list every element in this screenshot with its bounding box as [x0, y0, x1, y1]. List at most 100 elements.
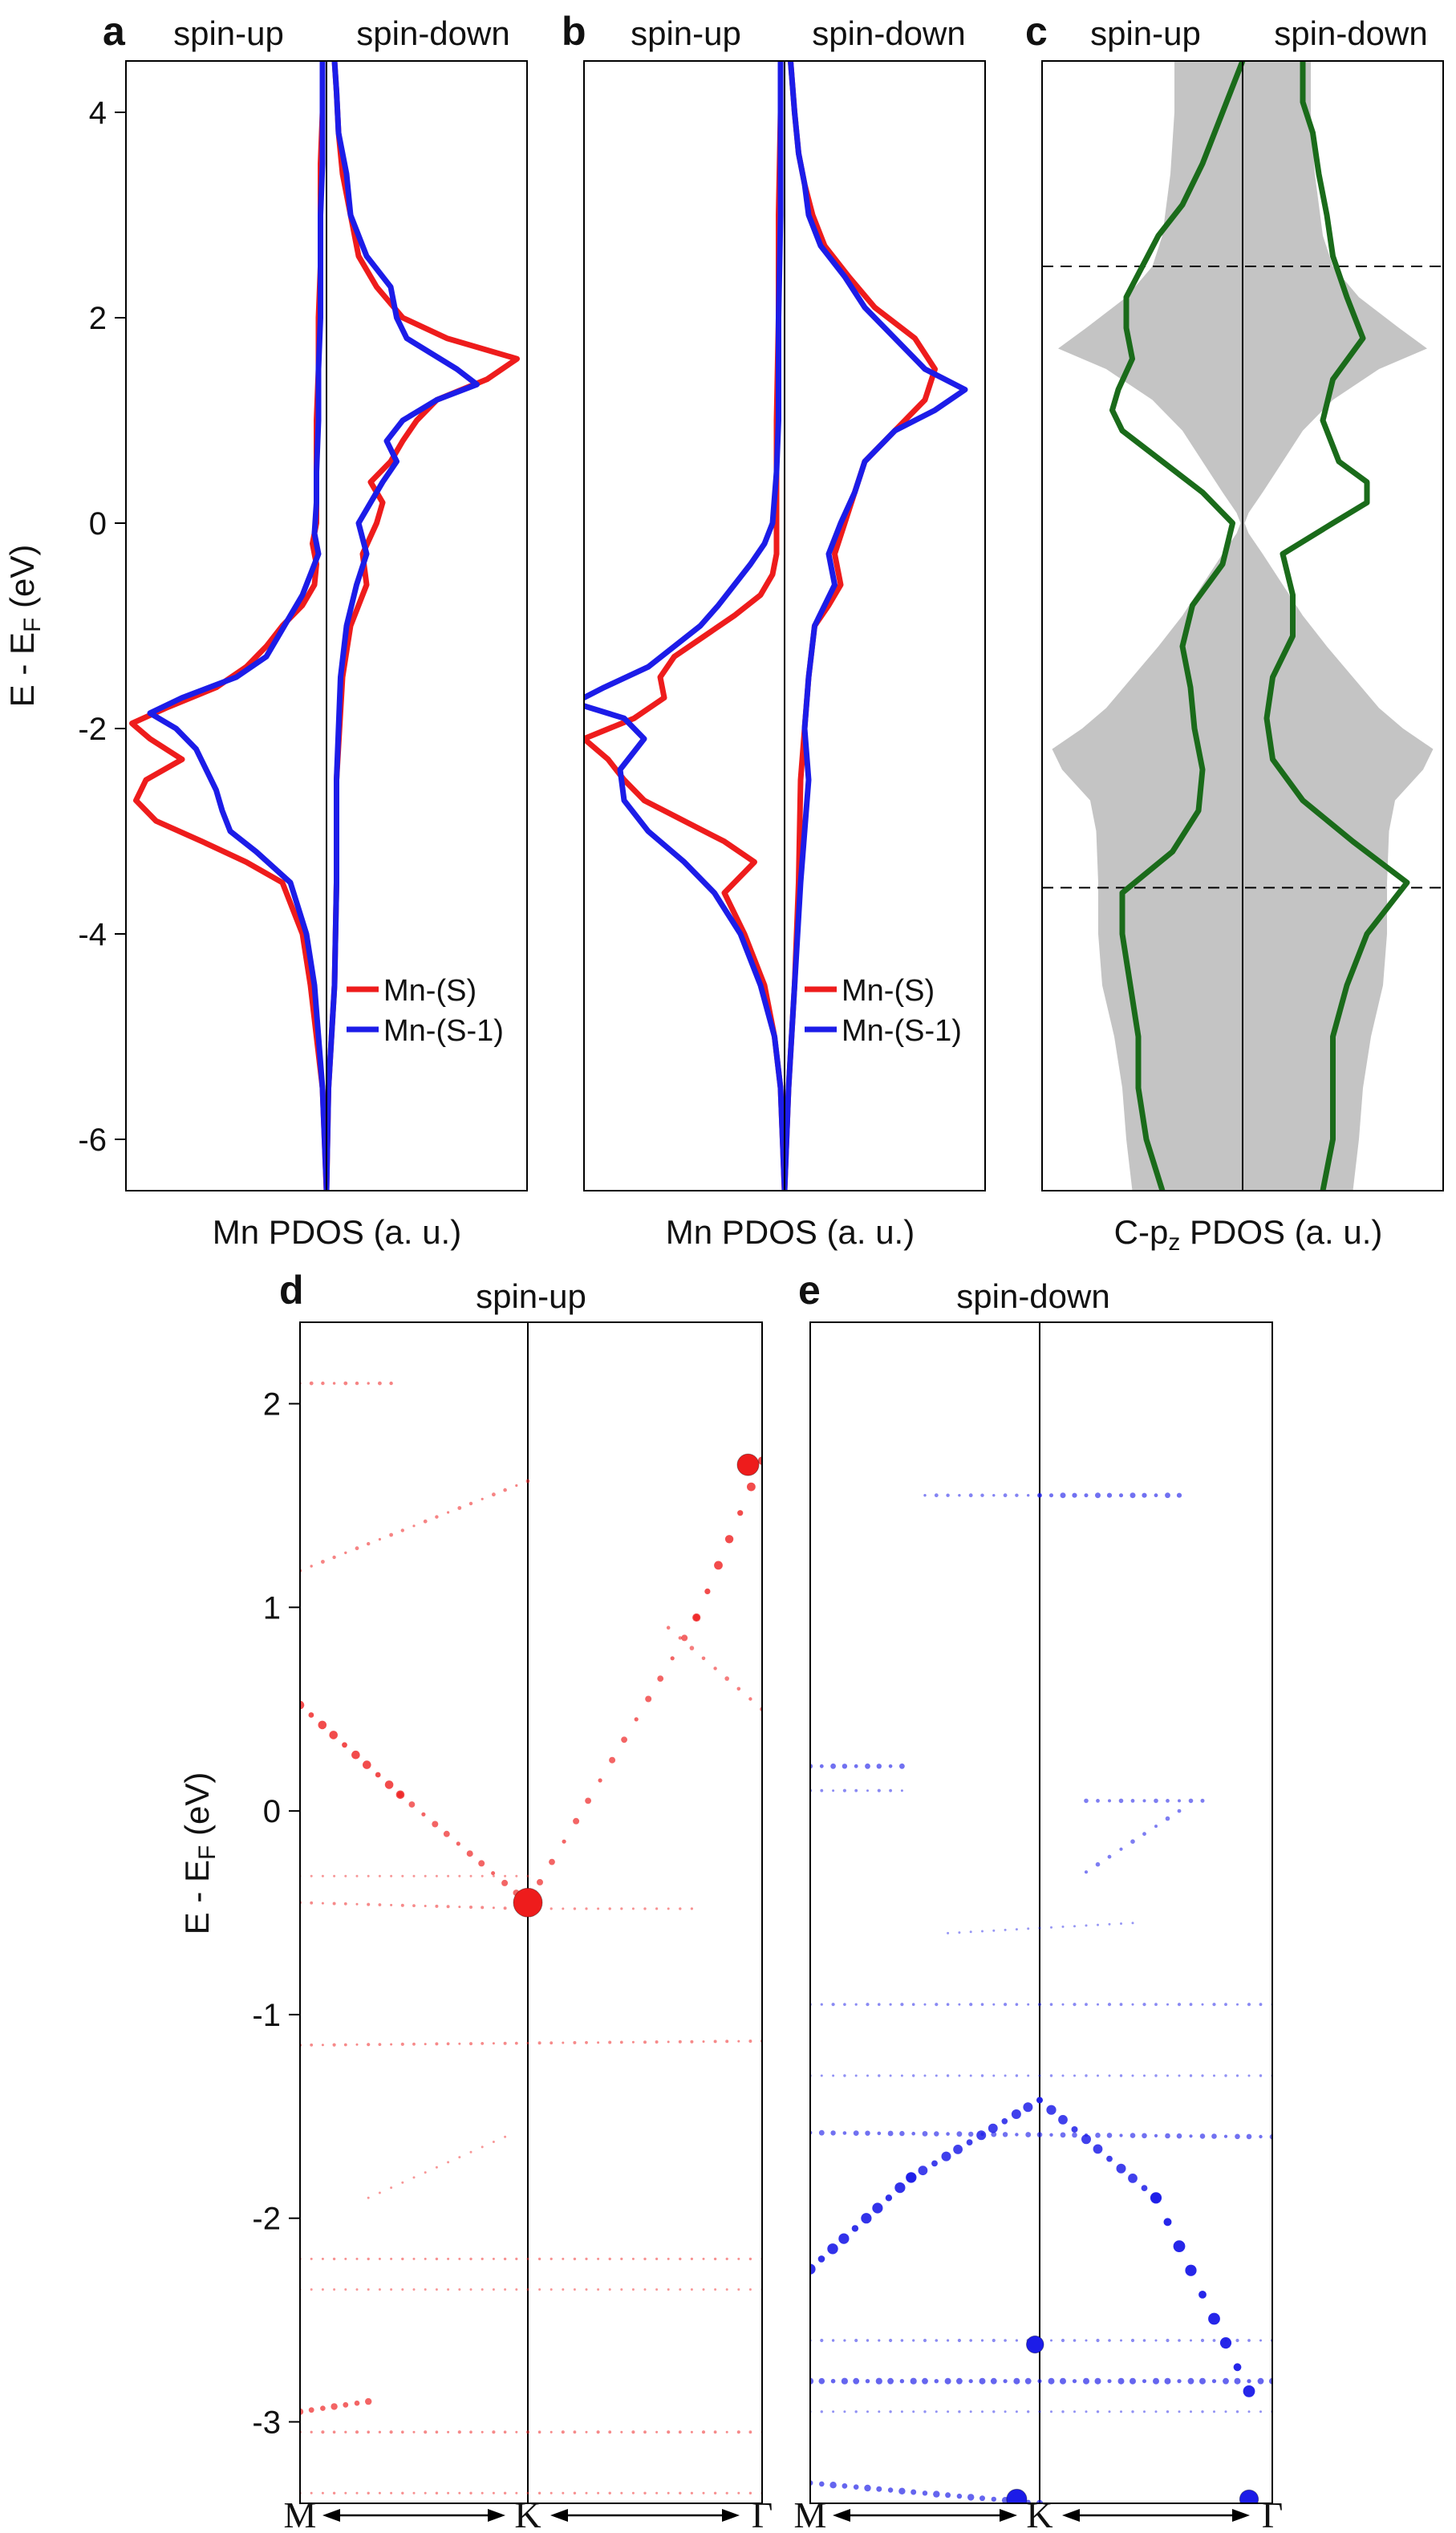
- band-point: [1083, 2377, 1089, 2385]
- band-point: [363, 1760, 371, 1769]
- panel-e-plot-area: [810, 1322, 1272, 2503]
- band-point: [1048, 2377, 1055, 2385]
- band-point: [469, 2430, 472, 2434]
- band-point: [1037, 2379, 1042, 2384]
- band-point: [367, 2430, 371, 2434]
- band-point: [608, 2257, 611, 2261]
- band-point: [447, 1874, 450, 1877]
- band-point: [1072, 1492, 1077, 1498]
- band-point: [435, 2257, 439, 2261]
- band-point: [1061, 2074, 1065, 2077]
- band-point: [934, 2131, 939, 2137]
- band-point: [957, 2338, 961, 2343]
- band-point: [1085, 2410, 1088, 2413]
- band-point: [1061, 2003, 1065, 2006]
- band-point: [631, 2257, 635, 2260]
- band-point: [946, 2074, 950, 2077]
- band-point: [504, 2288, 507, 2291]
- band-point: [657, 1675, 664, 1683]
- band-point: [969, 2410, 972, 2413]
- band-point: [1046, 2105, 1057, 2115]
- band-point: [918, 2166, 928, 2176]
- band-point: [748, 2040, 752, 2043]
- band-point: [1247, 2379, 1251, 2384]
- band-point: [1199, 2133, 1206, 2139]
- band-point: [820, 2410, 823, 2413]
- band-point: [889, 1788, 892, 1792]
- band-point: [515, 1484, 518, 1488]
- band-point: [643, 2491, 647, 2494]
- band-point: [853, 2484, 859, 2490]
- band-point: [947, 2410, 950, 2413]
- band-point: [866, 1789, 869, 1792]
- band-point: [526, 1874, 529, 1877]
- band-point: [876, 1764, 882, 1769]
- band-point: [885, 2194, 893, 2202]
- band-point: [412, 2430, 416, 2434]
- band-point: [562, 2491, 565, 2494]
- panel-c-x-label-rest: PDOS (a. u.): [1180, 1213, 1382, 1251]
- band-point: [491, 1871, 496, 1876]
- band-point: [378, 1381, 382, 1386]
- band-point: [573, 2430, 577, 2434]
- band-point: [1025, 2132, 1032, 2137]
- band-point: [423, 1519, 428, 1524]
- band-point: [321, 1381, 325, 1386]
- panel-a-spin-up-label: spin-up: [173, 14, 284, 52]
- band-point: [375, 1772, 381, 1778]
- band-point: [1119, 1847, 1123, 1851]
- band-point: [620, 2430, 623, 2434]
- band-point: [378, 1874, 381, 1877]
- band-point: [1166, 2074, 1169, 2077]
- band-point: [1013, 2377, 1020, 2385]
- band-point: [354, 2400, 360, 2406]
- band-point: [1177, 2379, 1182, 2384]
- band-point: [1095, 2133, 1101, 2138]
- panel-c-x-label-sub: z: [1168, 1229, 1180, 1256]
- band-point: [1130, 1839, 1135, 1844]
- band-point: [1200, 1798, 1205, 1803]
- band-point: [435, 1904, 439, 1908]
- band-point: [321, 2044, 324, 2047]
- band-point: [585, 2257, 588, 2260]
- band-point: [332, 1902, 336, 1906]
- band-point: [401, 2181, 404, 2184]
- series-mn-s-1-spin-up: [147, 61, 330, 1191]
- band-point: [446, 2042, 450, 2046]
- band-point: [390, 1903, 393, 1906]
- band-point: [667, 2430, 671, 2434]
- band-point: [389, 2430, 393, 2434]
- band-point: [1058, 2115, 1068, 2125]
- band-point: [1153, 2377, 1159, 2385]
- panel-c-x-label-main: C-p: [1114, 1213, 1169, 1251]
- band-point: [424, 1874, 427, 1877]
- band-point: [643, 2257, 647, 2261]
- band-point: [1188, 1798, 1194, 1804]
- band-point: [1224, 2003, 1227, 2007]
- band-point: [435, 2430, 439, 2434]
- band-point: [1247, 2003, 1251, 2007]
- band-point: [585, 2430, 588, 2434]
- band-point: [853, 2130, 859, 2137]
- band-point: [1154, 2074, 1158, 2077]
- band-point: [608, 2491, 611, 2494]
- band-point: [597, 2041, 600, 2044]
- band-point: [819, 2481, 825, 2487]
- band-point: [854, 1788, 858, 1792]
- band-point: [1096, 1799, 1100, 1803]
- band-point: [620, 1907, 623, 1910]
- y-tick-label: -2: [78, 712, 107, 747]
- band-point: [562, 1839, 566, 1844]
- band-point: [1235, 2338, 1239, 2343]
- band-point: [980, 2339, 984, 2342]
- band-point: [899, 2379, 905, 2384]
- band-point: [878, 2003, 881, 2006]
- band-point: [321, 2288, 324, 2291]
- band-point: [1190, 2410, 1192, 2413]
- band-point: [478, 1860, 485, 1867]
- band-point: [934, 2379, 939, 2384]
- band-point: [1259, 2410, 1262, 2413]
- band-point: [832, 2410, 835, 2413]
- band-point: [643, 2288, 647, 2291]
